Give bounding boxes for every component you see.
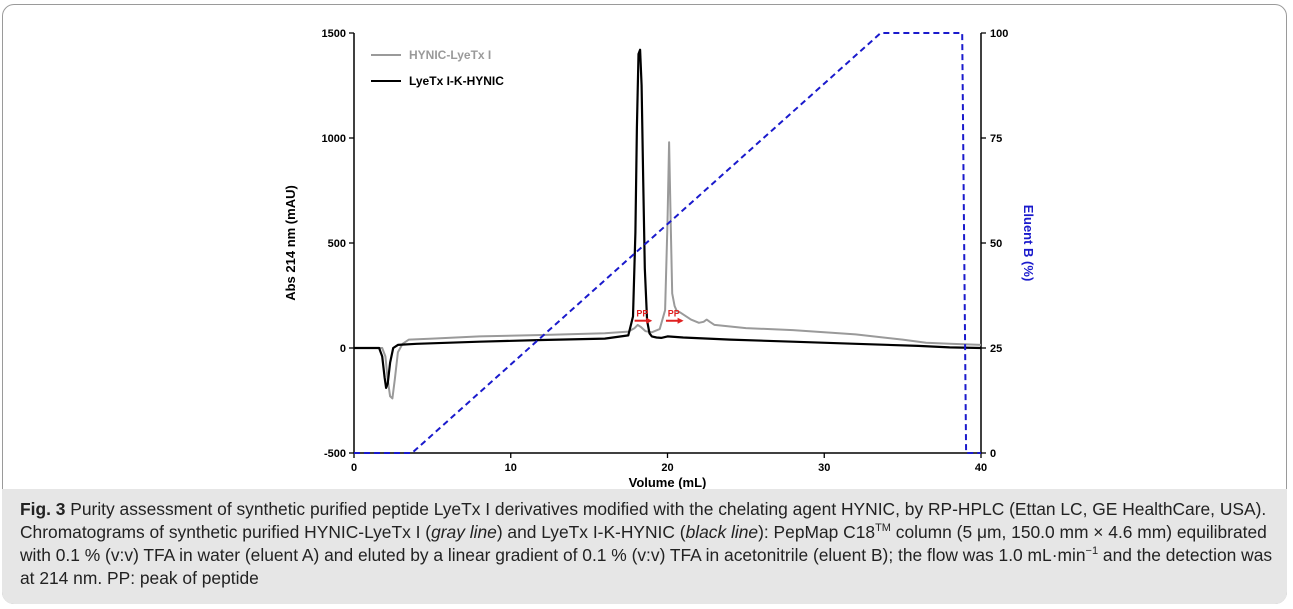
y2-axis-label: Eluent B (%) xyxy=(1021,205,1036,282)
y-axis-label: Abs 214 nm (mAU) xyxy=(283,185,298,301)
y-tick-label: 1500 xyxy=(322,28,346,40)
pp-label: PP xyxy=(636,309,648,319)
caption-part-1: Purity assessment of synthetic purified … xyxy=(20,499,1267,542)
trademark-superscript: TM xyxy=(875,522,891,535)
series-layer xyxy=(354,32,982,454)
y-tick-label: 0 xyxy=(340,343,346,355)
y-tick-label: 500 xyxy=(328,238,346,250)
y2-tick-label: 0 xyxy=(990,448,996,460)
y2-tick-label: 100 xyxy=(990,28,1008,40)
figure-caption: Fig. 3 Purity assessment of synthetic pu… xyxy=(2,489,1287,604)
pp-marker-arrow xyxy=(646,317,653,324)
x-tick-label: 30 xyxy=(818,462,830,474)
pp-label: PP xyxy=(668,309,680,319)
legend-label: LyeTx I-K-HYNIC xyxy=(409,74,504,88)
x-tick-label: 10 xyxy=(505,462,517,474)
caption-part-2: ) and LyeTx I-K-HYNIC ( xyxy=(496,522,686,542)
figure-label: Fig. 3 xyxy=(20,499,66,519)
caption-part-5: and the detection was at 214 nm. PP: pea… xyxy=(20,545,1273,588)
exponent-superscript: −1 xyxy=(1085,545,1099,558)
x-tick-label: 20 xyxy=(661,462,673,474)
y-tick-label: -500 xyxy=(324,448,346,460)
caption-part-4: column (5 μm, 150.0 mm × 4.6 mm) equilib… xyxy=(20,522,1267,565)
caption-text: Fig. 3 Purity assessment of synthetic pu… xyxy=(20,498,1273,590)
caption-gray-term: gray line xyxy=(431,522,497,542)
pp-marker-arrow xyxy=(677,317,684,324)
x-tick-label: 0 xyxy=(351,462,357,474)
x-axis-label: Volume (mL) xyxy=(629,475,707,490)
annotation-layer: PP PP xyxy=(634,309,684,324)
legend-label: HYNIC-LyeTx I xyxy=(409,48,491,62)
legend: HYNIC-LyeTx I LyeTx I-K-HYNIC xyxy=(371,48,504,88)
caption-black-term: black line xyxy=(685,522,759,542)
series-line-hynic-lyetx-i xyxy=(354,141,982,400)
y2-tick-label: 25 xyxy=(990,343,1002,355)
caption-part-3: ): PepMap C18 xyxy=(758,522,876,542)
axes: 0 10 20 30 40 -500 0 500 1000 1500 0 25 50 75 100 xyxy=(322,28,1009,474)
series-line-lyetx-i-k-hynic xyxy=(354,48,982,389)
y-tick-label: 1000 xyxy=(322,133,346,145)
y2-tick-label: 75 xyxy=(990,133,1002,145)
y2-tick-label: 50 xyxy=(990,238,1002,250)
series-line-eluent-b xyxy=(354,32,981,454)
x-tick-label: 40 xyxy=(975,462,987,474)
